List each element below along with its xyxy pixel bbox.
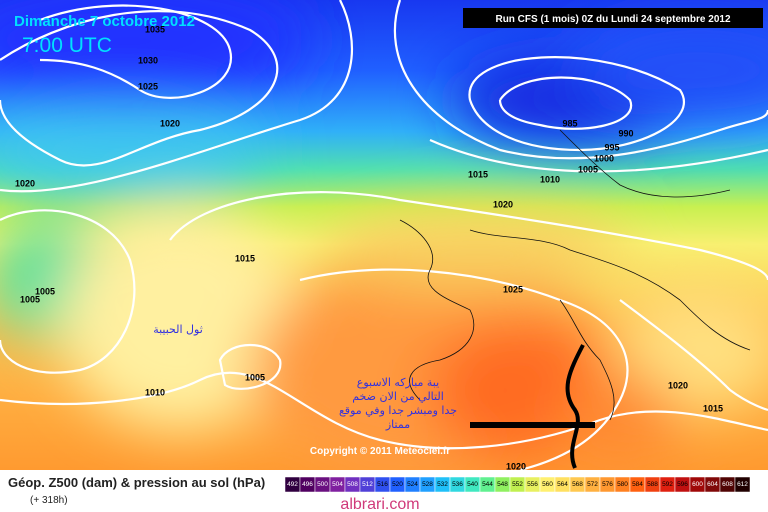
isobar-label: 1020	[668, 380, 688, 390]
isobar-label: 1020	[506, 461, 526, 471]
isobar-label: 1015	[468, 169, 488, 179]
scale-label: 548	[497, 481, 508, 488]
date: Dimanche 7 octobre 2012	[14, 13, 195, 30]
scale-label: 612	[737, 481, 748, 488]
footer-lead: (+ 318h)	[30, 495, 68, 506]
scale-label: 492	[287, 481, 298, 488]
copyright: Copyright © 2011 Meteociel.fr	[310, 446, 450, 457]
scale-label: 496	[302, 481, 313, 488]
scale-label: 500	[317, 481, 328, 488]
scale-label: 556	[527, 481, 538, 488]
time: 7:00 UTC	[22, 34, 112, 57]
scale-label: 596	[677, 481, 688, 488]
isobar-label: 1010	[540, 174, 560, 184]
isobar-label: 1010	[145, 387, 165, 397]
watermark: albrari.com	[340, 496, 419, 512]
scale-label: 532	[437, 481, 448, 488]
scale-label: 516	[377, 481, 388, 488]
annotation-line	[565, 344, 585, 469]
isobar-label: 1015	[235, 253, 255, 263]
run-box	[463, 8, 763, 28]
scale-label: 504	[332, 481, 343, 488]
scale-label: 564	[557, 481, 568, 488]
footer-title: Géop. Z500 (dam) & pression au sol (hPa)	[8, 475, 265, 490]
note-line: يبة مباركه الاسبوع	[357, 376, 439, 389]
scale-label: 528	[422, 481, 433, 488]
map-field	[0, 0, 768, 470]
scale-label: 520	[392, 481, 403, 488]
scale-label: 580	[617, 481, 628, 488]
isobar-label: 1005	[35, 286, 55, 296]
scale-label: 512	[362, 481, 373, 488]
run-info: Run CFS (1 mois) 0Z du Lundi 24 septembr…	[495, 14, 730, 25]
isobars	[0, 0, 768, 470]
scale-label: 600	[692, 481, 703, 488]
isobar-label: 985	[562, 118, 577, 128]
isobar-label: 995	[604, 142, 619, 152]
isobar-label: 1005	[245, 372, 265, 382]
isobar-label: 1005	[578, 164, 598, 174]
isobar-label: 990	[618, 128, 633, 138]
isobar-label: 1025	[503, 284, 523, 294]
scale-label: 604	[707, 481, 718, 488]
scale-label: 508	[347, 481, 358, 488]
scale-cell	[734, 476, 751, 493]
isobar-label: 1035	[145, 24, 165, 34]
isobar-label: 1030	[138, 55, 158, 65]
note-line: ممتاز	[385, 418, 410, 431]
isobar-label: 1005	[20, 294, 40, 304]
scale-label: 540	[467, 481, 478, 488]
coastlines	[399, 129, 751, 421]
scale-label: 536	[452, 481, 463, 488]
scale-label: 588	[647, 481, 658, 488]
scale-label: 584	[632, 481, 643, 488]
note-line: التالي من الان ضخم	[352, 390, 444, 403]
color-scale: 492 496 500 504 508 512 516 520 524 528 532 536 540 5…	[284, 476, 751, 493]
isobar-label: 1020	[493, 199, 513, 209]
scale-label: 560	[542, 481, 553, 488]
scale-label: 568	[572, 481, 583, 488]
isobar-label: 1020	[15, 178, 35, 188]
scale-label: 608	[722, 481, 733, 488]
isobar-label: 1000	[594, 153, 614, 163]
scale-label: 592	[662, 481, 673, 488]
region-annotation: ثول الحبيبة	[153, 323, 203, 336]
scale-label: 572	[587, 481, 598, 488]
scale-label: 544	[482, 481, 493, 488]
isobar-label: 1020	[160, 118, 180, 128]
scale-label: 524	[407, 481, 418, 488]
note-line: جدا ومبشر جدا وفي موقع	[339, 404, 457, 417]
scale-label: 552	[512, 481, 523, 488]
isobar-label: 1025	[138, 81, 158, 91]
scale-label: 576	[602, 481, 613, 488]
isobar-label: 1015	[703, 403, 723, 413]
